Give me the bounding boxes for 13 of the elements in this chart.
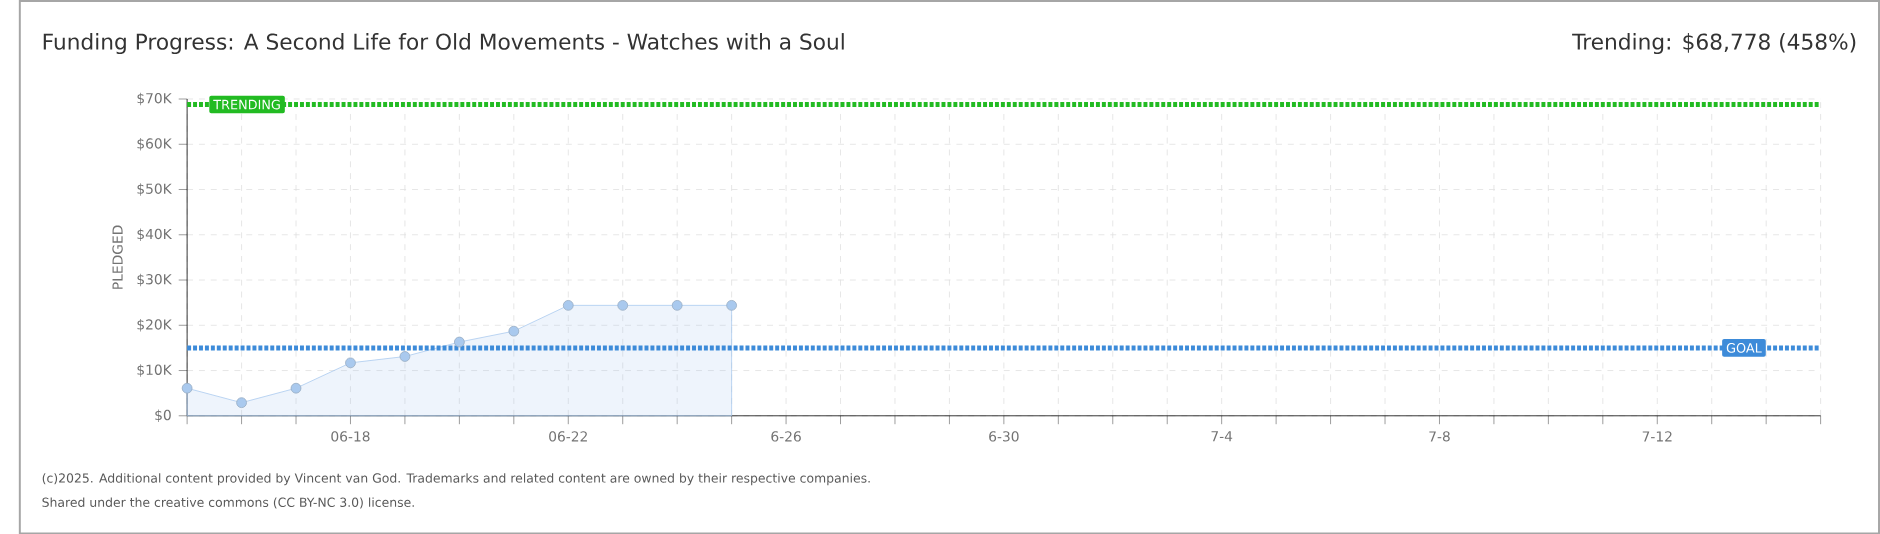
point [562,299,574,311]
point [726,299,737,311]
point [290,382,302,394]
point [399,350,411,362]
point [454,336,465,348]
point [508,325,520,337]
point [345,357,356,368]
chart-title: Funding Progress: A Second Life for Old Movements - Watches with a Soul [43,32,844,54]
chart-subtitle: Trending: $68,778 (458%) [1572,32,1856,54]
point [617,299,629,311]
point [671,299,683,311]
point [236,397,247,408]
point [181,382,193,394]
